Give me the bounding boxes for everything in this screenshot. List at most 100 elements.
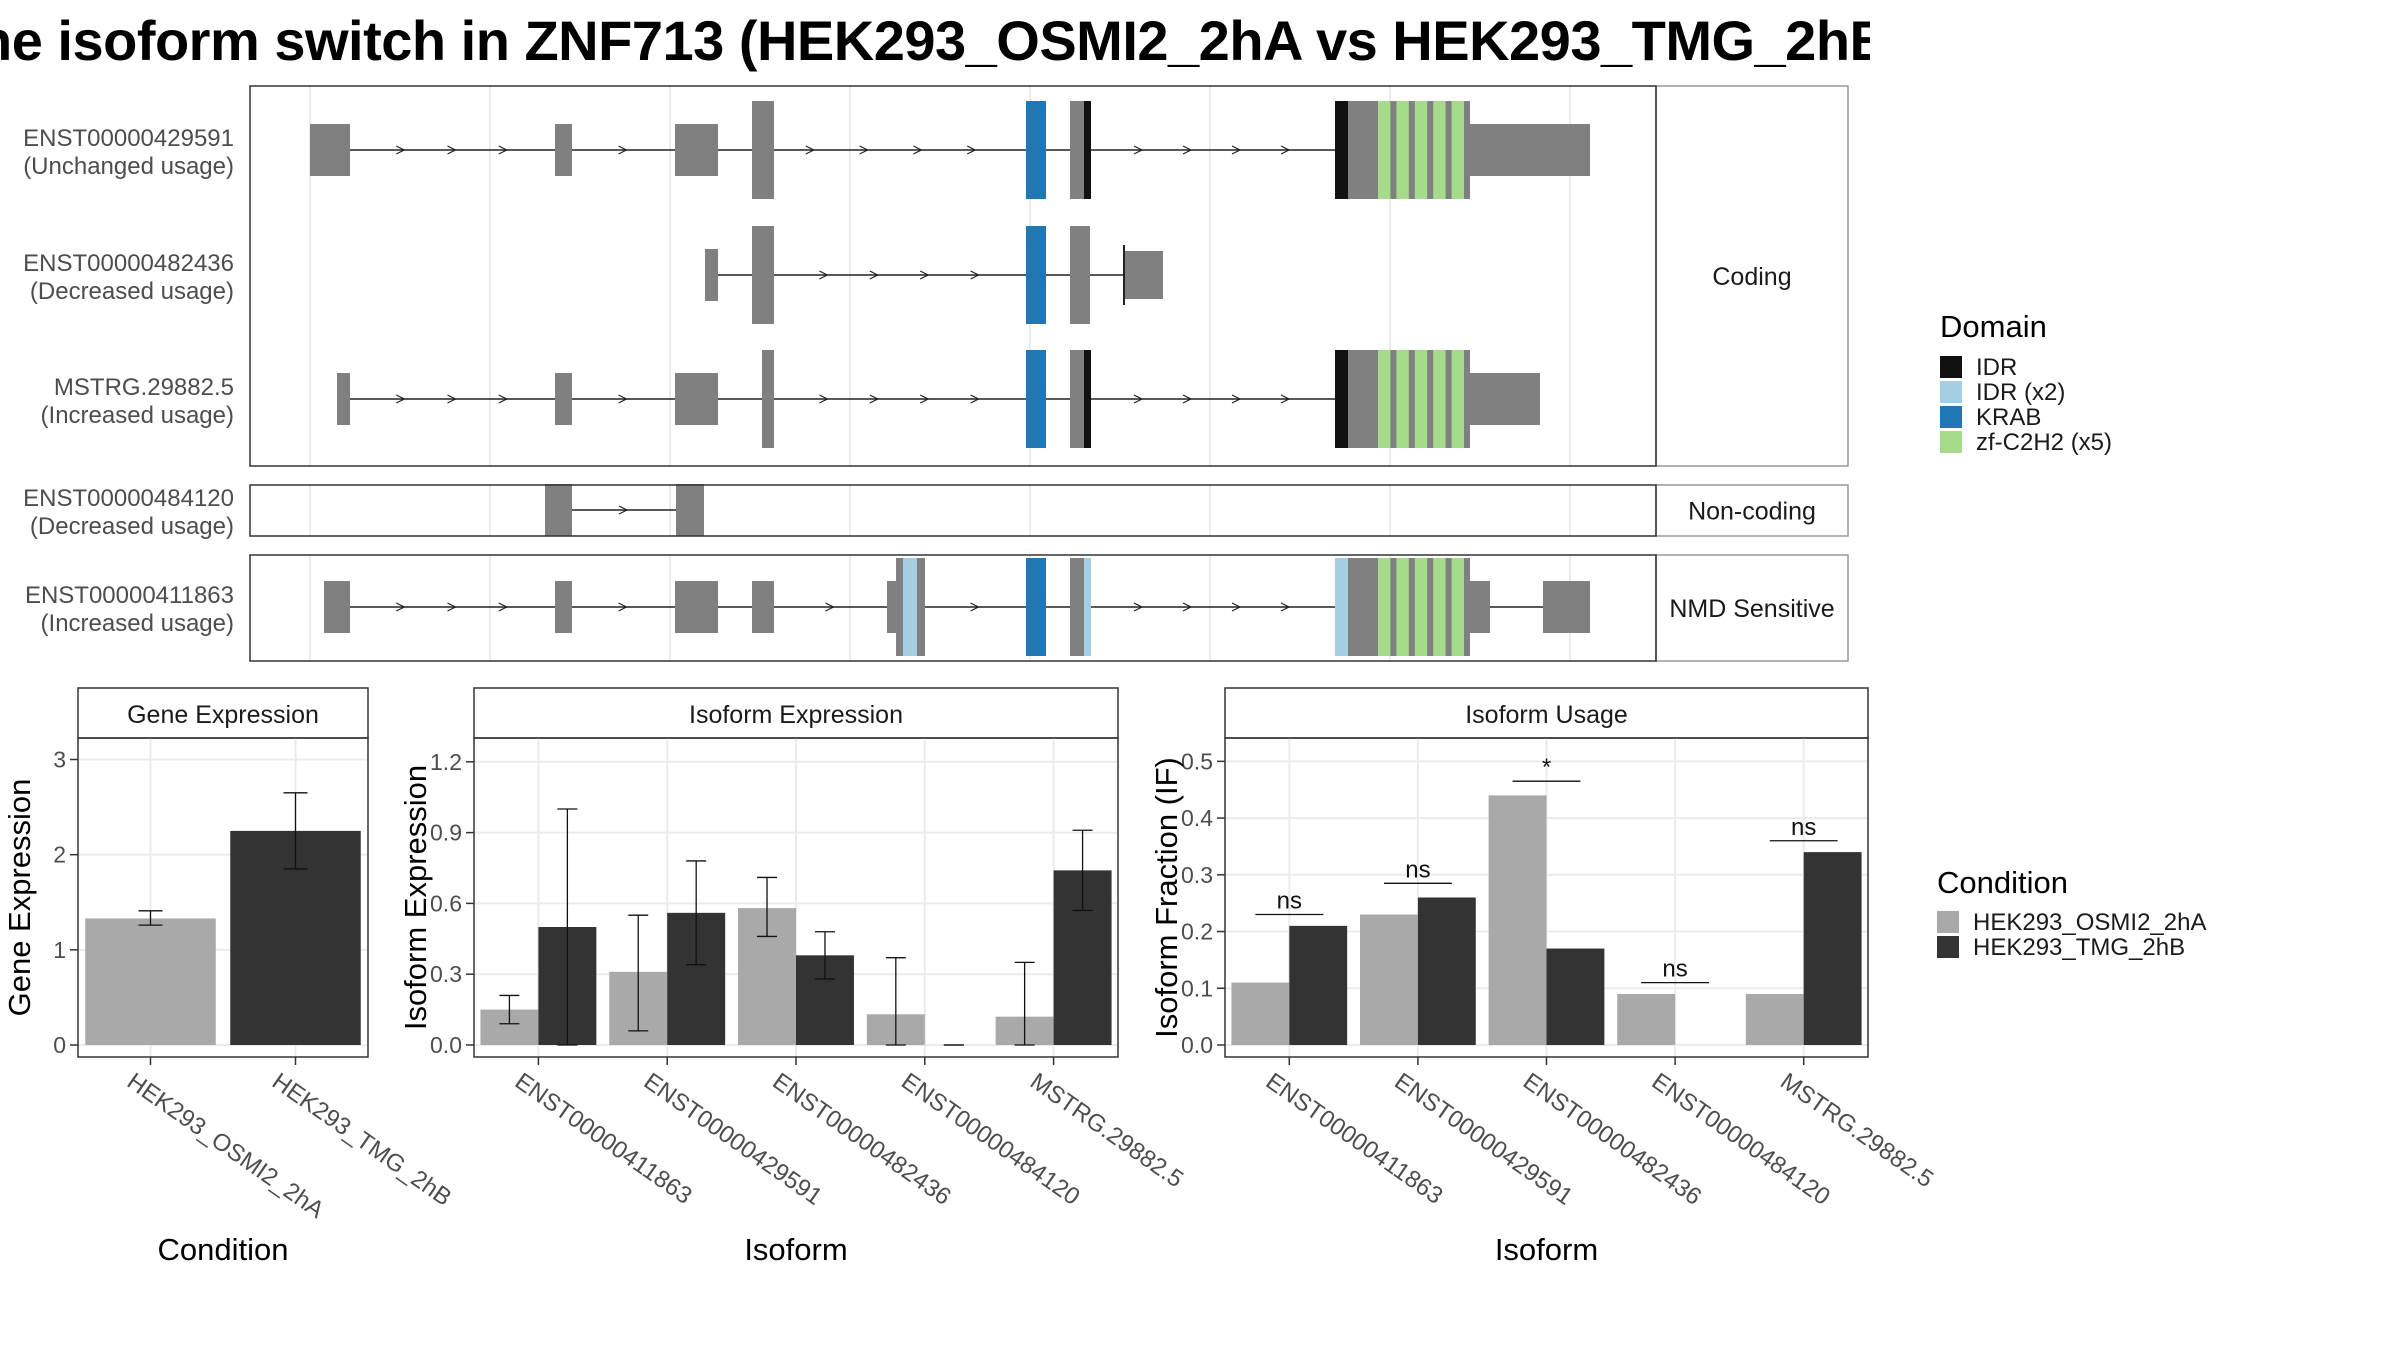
y-tick-label: 1.2 <box>430 749 462 775</box>
intron-arrow <box>919 394 930 404</box>
intron-arrow <box>1182 145 1193 155</box>
bar <box>1231 982 1290 1045</box>
intron-arrow <box>618 505 629 515</box>
condition-legend-label: HEK293_OSMI2_2hA <box>1973 909 2206 936</box>
intron-arrow <box>913 145 923 155</box>
y-tick-label: 0.5 <box>1181 748 1213 774</box>
condition-legend-key <box>1937 936 1959 958</box>
exon <box>752 124 757 176</box>
intron-arrow <box>1182 394 1193 404</box>
facet-label: Coding <box>1712 263 1791 291</box>
intron-arrow <box>395 394 406 404</box>
intron-arrow <box>1280 145 1291 155</box>
exon <box>1125 251 1163 299</box>
y-axis-title: Isoform Fraction (IF) <box>1149 757 1184 1038</box>
intron-arrow <box>447 394 457 404</box>
intron-arrow <box>395 602 406 612</box>
intron-arrow <box>447 145 457 155</box>
intron-arrow <box>498 145 509 155</box>
intron-arrow <box>1231 145 1242 155</box>
y-tick-label: 1 <box>53 937 66 963</box>
isoform-usage-label: (Decreased usage) <box>30 513 234 540</box>
exon <box>1465 581 1490 633</box>
y-tick-label: 0.6 <box>430 890 462 916</box>
exon <box>555 124 572 176</box>
structure-panel-border <box>249 85 1657 467</box>
isoform-label: ENST00000482436 <box>23 250 234 277</box>
facet-strip <box>1655 484 1849 537</box>
condition-legend-title: Condition <box>1937 865 2068 900</box>
facet-label: NMD Sensitive <box>1669 595 1834 623</box>
y-tick-label: 0.9 <box>430 820 462 846</box>
bar <box>85 918 216 1045</box>
domain-zf-c2h2 <box>1433 558 1446 656</box>
domain-idrx2 <box>1084 558 1091 656</box>
domain-legend-key <box>1940 431 1962 453</box>
domain-legend-key <box>1940 381 1962 403</box>
structure-panel-border <box>249 484 1657 537</box>
exon <box>324 581 350 633</box>
title-clip: he isoform switch in ZNF713 (HEK293_OSMI… <box>0 0 1870 80</box>
domain-zf-c2h2 <box>1378 101 1391 199</box>
intron-arrow <box>447 602 457 612</box>
domain-krab <box>1026 226 1046 324</box>
domain-krab <box>1026 558 1046 656</box>
y-tick-label: 0.0 <box>430 1032 462 1058</box>
y-tick-label: 0.4 <box>1181 805 1213 831</box>
intron-arrow <box>919 270 930 280</box>
panel-title: Isoform Usage <box>1465 701 1628 729</box>
y-axis-title: Gene Expression <box>2 779 37 1017</box>
domain-legend-label: IDR <box>1976 354 2017 381</box>
x-axis-title: Condition <box>158 1232 289 1267</box>
domain-zf-c2h2 <box>1396 350 1409 448</box>
x-axis-title: Isoform <box>744 1232 847 1267</box>
domain-idrx2 <box>1335 558 1348 656</box>
intron-arrow <box>1231 602 1242 612</box>
significance-label: ns <box>1405 856 1430 883</box>
panel-title: Gene Expression <box>127 701 319 729</box>
exon <box>752 226 774 324</box>
domain-krab <box>1026 350 1046 448</box>
structure-panel-border <box>249 554 1657 662</box>
domain-zf-c2h2 <box>1433 350 1446 448</box>
domain-zf-c2h2 <box>1378 350 1391 448</box>
intron-arrow <box>970 394 980 404</box>
y-tick-label: 3 <box>53 747 66 773</box>
domain-legend-label: zf-C2H2 (x5) <box>1976 429 2112 456</box>
domain-zf-c2h2 <box>1378 558 1391 656</box>
intron-arrow <box>395 145 406 155</box>
significance-label: ns <box>1662 956 1687 983</box>
structure-panel-bg <box>250 485 1656 536</box>
domain-zf-c2h2 <box>1451 350 1464 448</box>
domain-zf-c2h2 <box>1414 350 1428 448</box>
y-axis-title: Isoform Expression <box>398 765 433 1030</box>
intron-arrow <box>1133 394 1144 404</box>
panel-title: Isoform Expression <box>689 701 903 729</box>
exon <box>752 581 774 633</box>
domain-zf-c2h2 <box>1414 558 1428 656</box>
domain-legend-key <box>1940 356 1962 378</box>
bar <box>1417 897 1476 1045</box>
intron-arrow <box>1133 145 1144 155</box>
isoform-usage-label: (Unchanged usage) <box>23 153 234 180</box>
intron-arrow <box>805 145 816 155</box>
intron-arrow <box>869 270 880 280</box>
bar <box>1745 993 1804 1045</box>
exon <box>676 484 704 536</box>
intron-arrow <box>970 270 980 280</box>
bar <box>1488 795 1547 1045</box>
exon <box>752 101 774 199</box>
exon <box>705 249 718 301</box>
isoform-usage-label: (Decreased usage) <box>30 278 234 305</box>
intron-arrow <box>1280 602 1291 612</box>
panel-title-strip <box>1224 687 1869 739</box>
domain-idr <box>1335 101 1348 199</box>
condition-legend-label: HEK293_TMG_2hB <box>1973 934 2185 961</box>
y-tick-label: 0.2 <box>1181 919 1213 945</box>
domain-zf-c2h2 <box>1396 101 1409 199</box>
domain-zf-c2h2 <box>1414 101 1428 199</box>
exon <box>675 124 718 176</box>
intron-arrow <box>498 394 509 404</box>
panel-title-strip <box>473 687 1119 739</box>
